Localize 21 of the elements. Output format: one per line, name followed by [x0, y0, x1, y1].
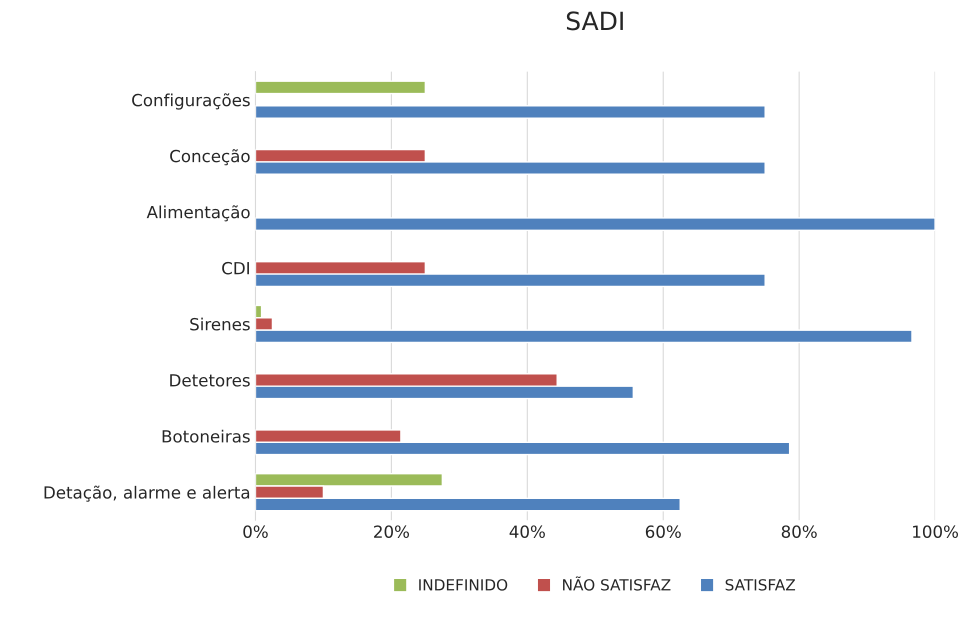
y-tick-label: Sirenes: [190, 318, 250, 331]
y-tick-label: Detetores: [170, 374, 250, 387]
x-tick-label: 20%: [374, 525, 409, 538]
bar: [255, 105, 766, 119]
x-tick-label: 0%: [243, 525, 268, 538]
y-tick-label: Botoneiras: [162, 430, 250, 443]
bar: [255, 217, 936, 232]
y-tick-label: Configurações: [132, 93, 250, 110]
y-tick-label: CDI: [222, 262, 249, 274]
y-tick-label: Detação, alarme e alerta: [44, 486, 250, 502]
y-tick-label: Conceção: [170, 149, 250, 166]
y-tick-label: Alimentação: [146, 205, 250, 222]
x-tick-label: 80%: [782, 525, 817, 538]
legend-label: INDEFINIDO: [419, 579, 508, 591]
bar: [255, 80, 426, 94]
x-tick-label: 40%: [510, 525, 545, 538]
x-tick-label: 100%: [913, 525, 958, 538]
chart-title: SADI: [566, 11, 623, 30]
legend-label: NÃO SATISFAZ: [563, 576, 670, 591]
x-tick-label: 60%: [646, 525, 681, 538]
legend-label: SATISFAZ: [726, 579, 796, 591]
